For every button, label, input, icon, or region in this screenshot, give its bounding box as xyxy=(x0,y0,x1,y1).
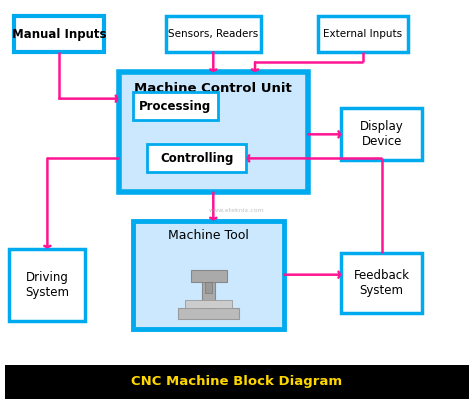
Text: External Inputs: External Inputs xyxy=(323,29,402,39)
FancyBboxPatch shape xyxy=(14,16,104,52)
Text: Sensors, Readers: Sensors, Readers xyxy=(168,29,258,39)
Text: Machine Tool: Machine Tool xyxy=(168,229,249,241)
FancyBboxPatch shape xyxy=(202,282,215,308)
Text: CNC Machine Block Diagram: CNC Machine Block Diagram xyxy=(131,375,343,389)
FancyBboxPatch shape xyxy=(191,270,227,282)
Text: Manual Inputs: Manual Inputs xyxy=(12,28,107,41)
FancyBboxPatch shape xyxy=(133,221,284,329)
FancyBboxPatch shape xyxy=(118,72,308,192)
FancyBboxPatch shape xyxy=(205,282,212,293)
FancyBboxPatch shape xyxy=(133,92,218,120)
FancyBboxPatch shape xyxy=(185,300,232,308)
Text: Processing: Processing xyxy=(139,100,211,113)
FancyBboxPatch shape xyxy=(9,249,85,321)
FancyBboxPatch shape xyxy=(147,144,246,172)
Text: Display
Device: Display Device xyxy=(360,120,403,148)
Text: www.eteknix.com: www.eteknix.com xyxy=(209,208,265,213)
FancyBboxPatch shape xyxy=(5,365,469,399)
Text: Feedback
System: Feedback System xyxy=(354,269,410,297)
Text: Machine Control Unit: Machine Control Unit xyxy=(135,82,292,95)
FancyBboxPatch shape xyxy=(341,253,422,313)
Text: Driving
System: Driving System xyxy=(26,271,69,299)
FancyBboxPatch shape xyxy=(166,16,261,52)
FancyBboxPatch shape xyxy=(178,308,239,319)
FancyBboxPatch shape xyxy=(318,16,408,52)
Text: Controlling: Controlling xyxy=(160,152,233,165)
FancyBboxPatch shape xyxy=(341,108,422,160)
